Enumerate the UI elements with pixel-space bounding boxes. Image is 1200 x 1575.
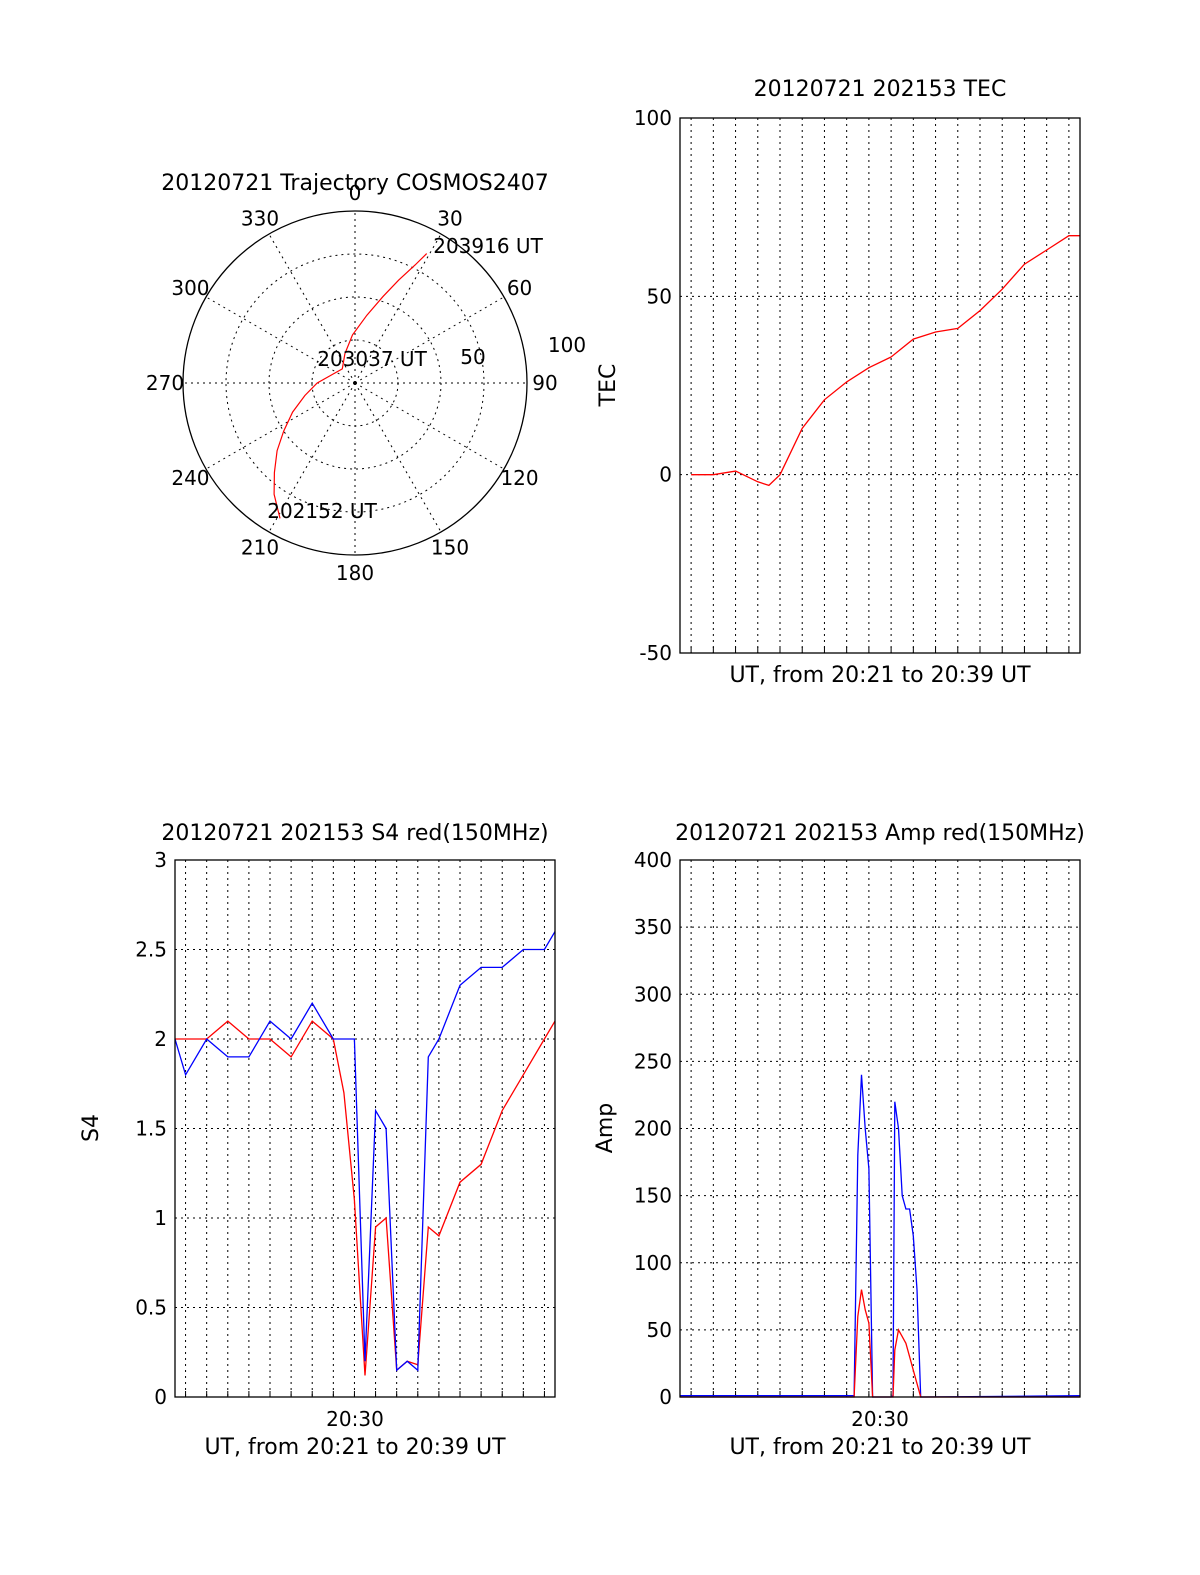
s4-series [174,931,556,1376]
amp-x-label: UT, from 20:21 to 20:39 UT [729,1435,1031,1460]
s4-y-ticks: 0 0.5 1 1.5 2 2.5 3 [135,848,167,1409]
p3-ytick-label: 300 [634,982,672,1006]
p1-ytick-label: -50 [639,641,672,665]
polar-spoke-60 [354,296,505,384]
tec-plot-frame [679,117,1081,654]
polar-spoke-240 [205,382,356,470]
polar-azimuth-label: 330 [241,206,279,230]
polar-time-annotation: 203916 UT [433,234,543,258]
polar-azimuth-label: 120 [500,466,538,490]
polar-azimuth-label: 300 [171,276,209,300]
amp-chart: 20120721 202153 Amp red(150MHz) 0 50 100 15… [593,821,1085,1460]
polar-spoke-150 [354,382,442,533]
p2-ytick-label: 1.5 [135,1117,167,1141]
p2-ytick-label: 0 [154,1385,167,1409]
p2-ytick-label: 1 [154,1206,167,1230]
tec-x-label: UT, from 20:21 to 20:39 UT [729,663,1031,688]
polar-grid [183,211,527,555]
polar-spoke-210 [268,382,356,533]
amp-series [680,1074,1081,1398]
polar-radial-labels: 50 100 [460,333,586,369]
polar-trajectory-chart: 20120721 Trajectory COSMOS2407 0 30 60 90 12… [146,171,586,585]
polar-radial-label: 100 [548,333,586,357]
polar-title: 20120721 Trajectory COSMOS2407 [161,171,548,196]
p2-ytick-label: 0.5 [135,1296,167,1320]
s4-grid [175,859,555,1398]
polar-series [273,253,428,519]
tec-grid [680,117,1080,654]
tec-y-ticks: -50 0 50 100 [634,106,672,665]
p3-ytick-label: 0 [659,1385,672,1409]
s4-y-label: S4 [79,1114,104,1142]
polar-ring-75 [225,253,485,513]
p2-series-line-0 [175,1020,556,1376]
p3-ytick-label: 150 [634,1184,672,1208]
polar-spoke-120 [354,382,505,470]
amp-y-label: Amp [593,1103,618,1153]
p1-ytick-label: 50 [647,284,672,308]
polar-spoke-330 [268,233,356,384]
s4-chart: 20120721 202153 S4 red(150MHz) 0 0.5 1 1.5 2… [79,821,556,1460]
polar-time-annotation: 202152 UT [267,499,377,523]
tec-y-label: TEC [596,364,621,408]
polar-annotations: 203916 UT 203037 UT 202152 UT [267,234,543,523]
polar-outer-ring [182,210,528,556]
polar-spoke-300 [205,296,356,384]
p3-ytick-label: 250 [634,1049,672,1073]
polar-radial-label: 50 [460,345,485,369]
amp-plot-frame [679,859,1081,1398]
polar-time-annotation: 203037 UT [317,347,427,371]
polar-azimuth-labels: 0 30 60 90 120 150 180 210 240 270 300 330 [146,181,558,585]
p2-series-line-1 [174,931,556,1372]
p1-ytick-label: 0 [659,463,672,487]
p2-ytick-label: 2 [154,1027,167,1051]
polar-spoke-30 [354,233,442,384]
p3-ytick-label: 100 [634,1251,672,1275]
polar-azimuth-label: 60 [507,276,532,300]
p3-series-line-0 [680,1074,1081,1398]
p2-ytick-label: 2.5 [135,938,167,962]
s4-plot-frame [174,859,556,1398]
p2-ytick-label: 3 [154,848,167,872]
amp-grid [680,859,1080,1398]
p1-ytick-label: 100 [634,106,672,130]
s4-title: 20120721 202153 S4 red(150MHz) [161,821,548,846]
p3-ytick-label: 50 [647,1318,672,1342]
polar-azimuth-label: 30 [437,206,462,230]
tec-title: 20120721 202153 TEC [754,77,1007,102]
p3-ytick-label: 350 [634,915,672,939]
polar-azimuth-label: 210 [241,536,279,560]
polar-azimuth-label: 150 [431,536,469,560]
p3-ytick-label: 200 [634,1117,672,1141]
polar-trajectory-line [273,253,428,519]
s4-x-tick-label: 20:30 [326,1407,384,1431]
p1-series-line-0 [691,235,1080,487]
tec-series [691,235,1080,487]
p3-series-line-1 [680,1289,1080,1398]
polar-azimuth-label: 240 [171,466,209,490]
polar-azimuth-label: 270 [146,371,184,395]
polar-azimuth-label: 180 [336,561,374,585]
tec-chart: 20120721 202153 TEC -50 0 50 100 UT, from 2… [596,77,1081,688]
amp-x-tick-label: 20:30 [851,1407,909,1431]
p3-ytick-label: 400 [634,848,672,872]
polar-azimuth-label: 90 [532,371,557,395]
amp-y-ticks: 0 50 100 150 200 250 300 350 400 [634,848,672,1409]
amp-title: 20120721 202153 Amp red(150MHz) [675,821,1085,846]
s4-x-label: UT, from 20:21 to 20:39 UT [204,1435,506,1460]
polar-azimuth-label: 0 [349,181,362,205]
